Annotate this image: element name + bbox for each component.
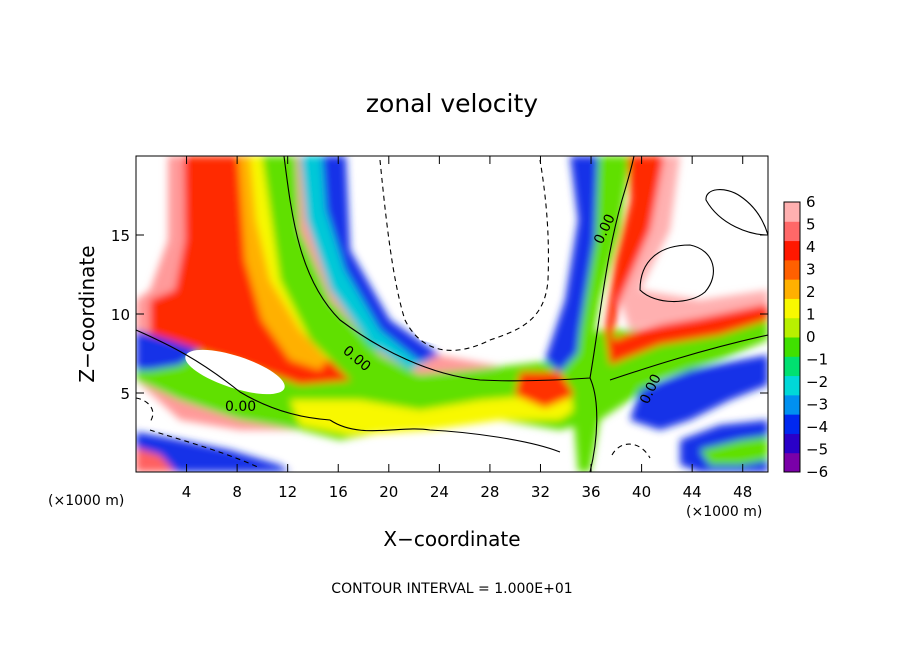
field-core (185, 349, 285, 395)
field-band (630, 355, 768, 430)
colorbar-label: −6 (806, 463, 828, 481)
x-tick-label: 20 (379, 483, 398, 501)
colorbar-label: 0 (806, 328, 816, 346)
colorbar-frame (783, 201, 801, 473)
colorbar-swatch (784, 298, 800, 319)
colorbar-swatch (784, 259, 800, 280)
contour-lines (136, 156, 768, 472)
colorbar-swatch (784, 433, 800, 454)
x-tick-label: 8 (232, 483, 242, 501)
y-axis-ticks: 5 10 15 (111, 227, 768, 403)
field-band (136, 330, 200, 370)
field-band (136, 448, 175, 472)
colorbar-swatch (784, 337, 800, 357)
x-tick-label: 36 (581, 483, 600, 501)
contour-line (136, 329, 331, 421)
contour-line (609, 334, 768, 381)
x-tick-label: 12 (278, 483, 297, 501)
field-band (620, 156, 768, 330)
colorbar-label: 4 (806, 238, 816, 256)
colorbar-swatch (784, 452, 800, 473)
x-axis-ticks: 4 8 12 16 20 24 28 32 36 40 44 48 (182, 156, 752, 501)
field-band (290, 395, 590, 435)
colorbar-label: 2 (806, 283, 816, 301)
colorbar-swatch (784, 356, 800, 377)
x-tick-label: 44 (683, 483, 702, 501)
contour-line (136, 397, 154, 423)
field-band (136, 432, 290, 472)
x-tick-label: 4 (182, 483, 192, 501)
y-tick-label: 15 (111, 227, 130, 245)
x-unit-left: (×1000 m) (48, 493, 124, 509)
colorbar-label: 6 (806, 193, 816, 211)
colorbar-swatch (784, 279, 800, 299)
x-axis-label: X−coordinate (383, 527, 520, 551)
contour-line (639, 244, 714, 303)
y-tick-label: 10 (111, 306, 130, 324)
colorbar-swatch (784, 240, 800, 261)
colorbar-swatch (784, 317, 800, 338)
contour-line (329, 419, 561, 453)
colorbar: 6 5 4 3 2 1 0 −1 −2 −3 −4 −5 −6 (783, 193, 828, 481)
colorbar-swatch (784, 414, 800, 434)
field-band (572, 156, 630, 472)
colorbar-label: −2 (806, 373, 828, 391)
colorbar-swatch (784, 202, 800, 222)
colorbar-label: 1 (806, 306, 816, 324)
chart-title: zonal velocity (366, 89, 538, 118)
x-tick-label: 16 (329, 483, 348, 501)
x-tick-label: 48 (733, 483, 752, 501)
colorbar-swatch (784, 375, 800, 396)
field-band (605, 156, 768, 365)
plot-area: 0.00 0.00 0.00 0.00 (136, 156, 768, 472)
contour-line (149, 429, 261, 469)
colorbar-label: −4 (806, 418, 828, 436)
field-band (262, 156, 420, 390)
colorbar-label: 3 (806, 261, 816, 279)
contour-line (283, 156, 635, 382)
field-core (355, 156, 560, 352)
x-unit-right: (×1000 m) (686, 504, 762, 520)
contour-line (589, 377, 598, 472)
contour-interval-note: CONTOUR INTERVAL = 1.000E+01 (331, 581, 572, 597)
x-tick-label: 40 (632, 483, 651, 501)
colorbar-swatch (784, 394, 800, 415)
contour-line (379, 159, 549, 351)
field-band (322, 156, 440, 362)
contour-line (705, 189, 768, 236)
field-band (545, 156, 600, 372)
y-axis-label: Z−coordinate (75, 245, 99, 382)
colorbar-label: 5 (806, 216, 816, 234)
contour-label: 0.00 (225, 399, 256, 415)
colorbar-label: −1 (806, 351, 828, 369)
field-band (700, 436, 768, 465)
colorbar-swatch (784, 221, 800, 242)
x-tick-label: 28 (480, 483, 499, 501)
x-tick-label: 24 (430, 483, 449, 501)
colorbar-label: −5 (806, 441, 828, 459)
contour-line (611, 443, 651, 459)
colorbar-label: −3 (806, 396, 828, 414)
x-tick-label: 32 (531, 483, 550, 501)
y-tick-label: 5 (120, 385, 130, 403)
